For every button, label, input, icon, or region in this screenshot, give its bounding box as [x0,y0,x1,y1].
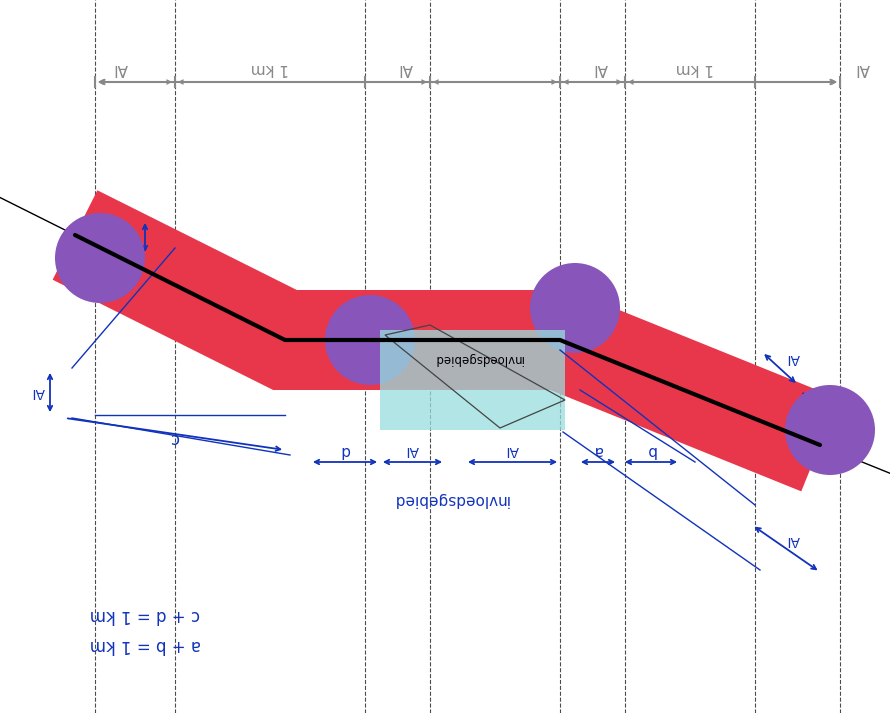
Text: invloedsgebied: invloedsgebied [392,493,508,508]
Text: AI: AI [506,443,519,457]
Text: AI: AI [593,61,608,76]
Text: AI: AI [854,61,870,76]
Polygon shape [380,330,565,430]
Circle shape [55,213,145,303]
Text: c + d = 1 km: c + d = 1 km [90,606,200,624]
Text: c: c [171,429,180,447]
Polygon shape [53,190,838,491]
Circle shape [530,263,620,353]
Text: AI: AI [828,390,842,404]
Text: d: d [340,443,350,458]
Text: 1 km: 1 km [251,61,289,76]
Text: AI: AI [112,61,127,76]
Text: 1 km: 1 km [676,61,714,76]
Text: AI: AI [398,61,412,76]
Circle shape [325,295,415,385]
Text: AI: AI [786,351,799,365]
Text: b: b [646,443,656,458]
Text: AI: AI [405,443,419,457]
Text: AI: AI [786,533,800,547]
Text: invloedsgebied: invloedsgebied [433,352,522,364]
Text: a: a [594,443,603,458]
Circle shape [785,385,875,475]
Text: AI: AI [31,385,44,399]
Text: a + b = 1 km: a + b = 1 km [90,636,201,654]
